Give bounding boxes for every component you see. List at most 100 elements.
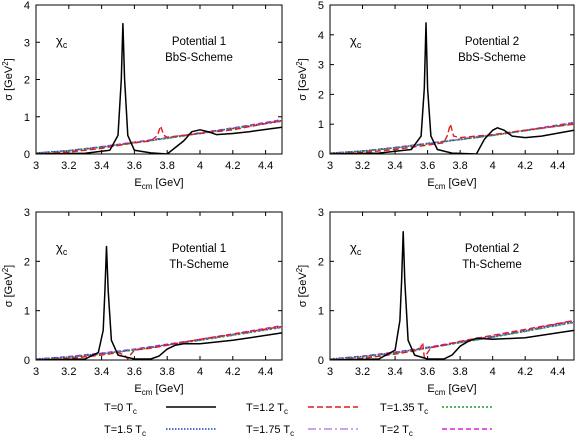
series-line-6 (330, 319, 574, 360)
y-tick-label: 1 (318, 306, 324, 318)
series-line-3 (36, 120, 282, 154)
legend-label: T=1.2 Tc (246, 402, 288, 416)
legend-entry: T=1.5 Tc (104, 424, 216, 438)
panel-label: χc (350, 240, 362, 257)
y-axis-label: σ [GeV2] (1, 265, 15, 307)
x-tick-label: 4.4 (550, 366, 565, 378)
x-tick-label: 4 (197, 366, 203, 378)
y-tick-label: 5 (318, 0, 324, 12)
plot-frame (35, 211, 283, 361)
legend-label: T=0 Tc (104, 402, 137, 416)
legend-entry: T=1.35 Tc (380, 402, 492, 416)
x-tick-label: 3.2 (61, 366, 76, 378)
x-tick-label: 3.6 (127, 366, 142, 378)
x-tick-label: 3.4 (387, 366, 402, 378)
panel-annotation: BbS-Scheme (165, 52, 233, 64)
x-tick-label: 4 (490, 160, 496, 172)
x-tick-label: 3 (33, 160, 39, 172)
series-line-3 (36, 326, 282, 360)
panel-annotation: Potential 2 (465, 243, 519, 255)
y-tick-label: 0 (24, 355, 30, 367)
series-line-2 (36, 325, 282, 360)
y-tick-label: 2 (318, 256, 324, 268)
x-tick-label: 3.2 (61, 160, 76, 172)
x-tick-label: 3.4 (94, 160, 109, 172)
y-tick-label: 1 (24, 306, 30, 318)
series-line-2 (36, 119, 282, 154)
x-tick-label: 4.4 (258, 366, 273, 378)
legend-label: T=1.75 Tc (246, 424, 294, 438)
legend-label: T=1.5 Tc (104, 424, 146, 438)
panel-label: χc (56, 33, 68, 50)
y-tick-label: 3 (24, 37, 30, 49)
panel-annotation: Th-Scheme (169, 259, 228, 271)
x-tick-label: 3.4 (387, 160, 402, 172)
series-line-6 (36, 119, 282, 154)
legend-entry: T=1.2 Tc (246, 402, 358, 416)
x-tick-label: 3.6 (420, 366, 435, 378)
x-tick-label: 4.2 (225, 366, 240, 378)
legend-entry: T=1.75 Tc (246, 424, 358, 438)
x-axis-label: Ecm [GeV] (427, 177, 476, 191)
y-tick-label: 2 (318, 89, 324, 101)
plot-frame (329, 211, 575, 361)
x-tick-label: 3.8 (160, 366, 175, 378)
series-line-4 (330, 320, 574, 360)
y-tick-label: 2 (24, 256, 30, 268)
x-tick-label: 4 (197, 160, 203, 172)
series-line-2 (330, 319, 574, 360)
legend-entry: T=2 Tc (380, 424, 492, 438)
panel-label: χc (56, 240, 68, 257)
x-tick-label: 4.4 (258, 160, 273, 172)
y-axis-label: σ [GeV2] (295, 58, 309, 100)
x-tick-label: 3.8 (452, 160, 467, 172)
plot-frame (329, 4, 575, 155)
y-tick-label: 4 (318, 30, 324, 42)
x-tick-label: 3.8 (452, 366, 467, 378)
series-line-1 (36, 245, 282, 360)
panel-annotation: Potential 1 (172, 243, 226, 255)
x-tick-label: 3 (327, 366, 333, 378)
series-line-1 (330, 22, 574, 154)
panel-annotation: Potential 1 (172, 36, 226, 48)
series-line-6 (36, 324, 282, 360)
x-tick-label: 3.6 (420, 160, 435, 172)
x-tick-label: 4.2 (518, 366, 533, 378)
chart-panel-2: 3 3.2 3.4 3.6 3.8 4 4.2 4.4 0 1 2 3 4 5 Ecm [GeV] σ [Ge… (295, 0, 575, 191)
panel-annotation: BbS-Scheme (458, 52, 526, 64)
panel-label: χc (350, 33, 362, 50)
series-line-1 (330, 230, 574, 360)
y-tick-label: 1 (24, 112, 30, 124)
chart-panel-3: 3 3.2 3.4 3.6 3.8 4 4.2 4.4 0 1 2 3 Ecm [GeV] σ [GeV2… (1, 207, 283, 397)
y-axis-label: σ [GeV2] (1, 58, 15, 100)
y-axis-label: σ [GeV2] (295, 265, 309, 307)
x-tick-label: 3 (33, 366, 39, 378)
panel-annotation: Potential 2 (465, 36, 519, 48)
x-tick-label: 3 (327, 160, 333, 172)
x-tick-label: 3.2 (355, 160, 370, 172)
y-tick-label: 3 (318, 60, 324, 72)
y-tick-label: 0 (24, 149, 30, 161)
x-tick-label: 4.2 (225, 160, 240, 172)
x-tick-label: 4.4 (550, 160, 565, 172)
legend-label: T=2 Tc (380, 424, 413, 438)
x-axis-label: Ecm [GeV] (427, 383, 476, 397)
x-tick-label: 3.8 (160, 160, 175, 172)
series-group (36, 22, 282, 154)
x-tick-label: 4.2 (518, 160, 533, 172)
series-line-4 (330, 122, 574, 154)
y-tick-label: 1 (318, 119, 324, 131)
series-group (36, 245, 282, 360)
y-tick-label: 4 (24, 0, 30, 12)
y-tick-label: 2 (24, 75, 30, 87)
series-line-6 (330, 121, 574, 154)
series-line-2 (330, 123, 574, 154)
series-line-1 (36, 22, 282, 154)
panel-annotation: Th-Scheme (462, 259, 521, 271)
x-tick-label: 3.2 (355, 366, 370, 378)
series-group (330, 22, 574, 154)
chart-panel-4: 3 3.2 3.4 3.6 3.8 4 4.2 4.4 0 1 2 3 Ecm [GeV] σ [GeV2… (295, 207, 575, 397)
x-tick-label: 3.6 (127, 160, 142, 172)
legend-label: T=1.35 Tc (380, 402, 428, 416)
